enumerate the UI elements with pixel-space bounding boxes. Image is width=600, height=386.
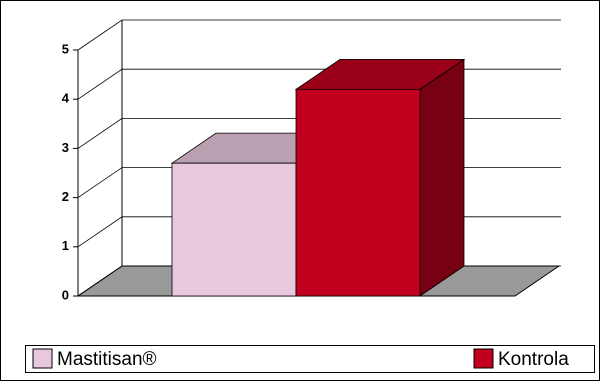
y-tick-label: 2 [62,189,69,204]
y-tick-label: 1 [62,238,69,253]
legend-swatch [32,348,53,369]
bar [171,162,297,297]
legend-swatch [473,348,494,369]
legend-label: Kontrola [498,349,569,370]
bar [295,88,421,297]
y-tick-label: 5 [62,41,69,56]
y-tick-label: 4 [62,91,70,106]
legend-label: Mastitisan® [57,349,157,370]
y-tick-label: 3 [62,140,69,155]
bar-side [419,58,465,297]
y-tick-label: 0 [62,287,69,302]
legend-box [25,345,595,373]
